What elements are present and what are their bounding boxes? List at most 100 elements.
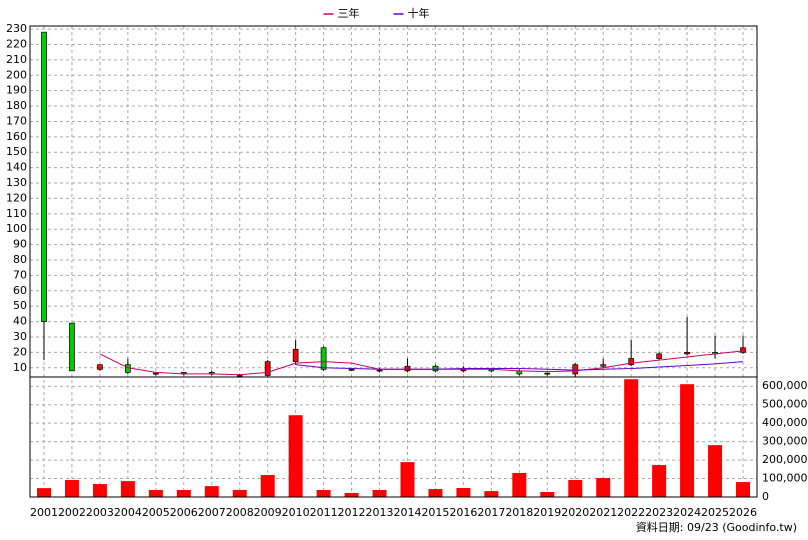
- x-tick-label: 2003: [86, 506, 114, 519]
- y2-tick-label: 100,000: [762, 472, 808, 485]
- x-tick-label: 2006: [170, 506, 198, 519]
- y-tick-label: 40: [13, 315, 27, 328]
- volume-bar: [456, 487, 471, 497]
- candle-body: [600, 364, 607, 367]
- y-tick-label: 120: [6, 191, 27, 204]
- volume-bar: [232, 489, 247, 497]
- volume-bar: [372, 489, 387, 497]
- candle-body: [97, 364, 103, 370]
- candle-body: [684, 352, 690, 355]
- volume-bar: [288, 415, 303, 497]
- x-tick-label: 2009: [254, 506, 282, 519]
- ma-line: [295, 361, 744, 371]
- candle-body: [656, 353, 662, 359]
- volume-bar: [596, 477, 611, 497]
- volume-bar: [176, 489, 191, 497]
- volume-bar: [92, 484, 107, 497]
- volume-bar: [568, 480, 583, 497]
- candle-body: [348, 368, 355, 371]
- x-tick-label: 2024: [673, 506, 701, 519]
- footer: 資料日期: 09/23 (Goodinfo.tw): [636, 520, 797, 534]
- x-tick-label: 2016: [449, 506, 477, 519]
- volume-panel-frame: [29, 376, 758, 498]
- x-tick-label: 2017: [477, 506, 505, 519]
- volume-bar: [484, 491, 499, 497]
- volume-bar: [708, 445, 723, 497]
- x-tick-label: 2002: [58, 506, 86, 519]
- volume-bar: [36, 488, 51, 497]
- x-tick-label: 2018: [505, 506, 533, 519]
- volume-bar: [344, 492, 359, 497]
- y-tick-label: 190: [6, 84, 27, 97]
- y-tick-label: 90: [13, 238, 27, 251]
- y-tick-label: 130: [6, 176, 27, 189]
- candle-body: [572, 364, 579, 375]
- volume-bar: [736, 482, 751, 497]
- candle-body: [544, 372, 551, 375]
- candle-body: [376, 369, 383, 372]
- x-tick-label: 2019: [533, 506, 561, 519]
- y-tick-label: 150: [6, 145, 27, 158]
- x-tick-label: 2011: [310, 506, 338, 519]
- volume-bar: [64, 480, 79, 497]
- candle-body: [740, 347, 746, 353]
- candle-body: [69, 322, 75, 372]
- x-tick-label: 2025: [701, 506, 729, 519]
- volume-bar: [680, 384, 695, 497]
- x-tick-label: 2001: [30, 506, 58, 519]
- x-tick-label: 2015: [421, 506, 449, 519]
- x-tick-label: 2008: [226, 506, 254, 519]
- volume-bar: [400, 462, 415, 497]
- x-tick-label: 2007: [198, 506, 226, 519]
- y-tick-label: 210: [6, 53, 27, 66]
- volume-bar: [148, 489, 163, 497]
- volume-bar: [512, 473, 527, 497]
- legend-label: 三年: [338, 6, 360, 20]
- y-tick-label: 110: [6, 207, 27, 220]
- volume-bar: [260, 475, 275, 497]
- x-tick-label: 2023: [645, 506, 673, 519]
- y2-tick-label: 200,000: [762, 453, 808, 466]
- y-tick-label: 20: [13, 345, 27, 358]
- y-tick-label: 80: [13, 253, 27, 266]
- y-tick-label: 10: [13, 361, 27, 374]
- volume-bar: [428, 489, 443, 497]
- x-tick-label: 2022: [617, 506, 645, 519]
- volume-bar: [316, 489, 331, 497]
- x-tick-label: 2014: [393, 506, 421, 519]
- y2-tick-label: 300,000: [762, 435, 808, 448]
- y2-tick-label: 400,000: [762, 416, 808, 429]
- y-tick-label: 230: [6, 22, 27, 35]
- volume-bar: [624, 379, 639, 497]
- x-tick-label: 2010: [282, 506, 310, 519]
- y-tick-label: 100: [6, 222, 27, 235]
- y-tick-label: 170: [6, 114, 27, 127]
- y-tick-label: 180: [6, 99, 27, 112]
- y-tick-label: 220: [6, 37, 27, 50]
- y2-tick-label: 0: [762, 490, 769, 503]
- volume-bar: [204, 486, 219, 497]
- candle-body: [236, 375, 243, 377]
- x-tick-label: 2005: [142, 506, 170, 519]
- volume-bar: [652, 465, 667, 497]
- x-tick-label: 2026: [729, 506, 757, 519]
- x-tick-label: 2013: [366, 506, 394, 519]
- candle-body: [152, 372, 159, 375]
- y2-tick-label: 500,000: [762, 398, 808, 411]
- x-tick-label: 2012: [338, 506, 366, 519]
- candle-body: [41, 31, 47, 322]
- y-tick-label: 70: [13, 268, 27, 281]
- candle-body: [320, 347, 327, 370]
- volume-bar: [540, 492, 555, 497]
- y-tick-label: 160: [6, 130, 27, 143]
- y2-tick-label: 600,000: [762, 379, 808, 392]
- legend-label: 十年: [408, 6, 430, 20]
- candle-body: [628, 358, 635, 366]
- x-tick-label: 2021: [589, 506, 617, 519]
- y-tick-label: 30: [13, 330, 27, 343]
- y-tick-label: 200: [6, 68, 27, 81]
- candle-body: [264, 361, 271, 376]
- x-tick-label: 2020: [561, 506, 589, 519]
